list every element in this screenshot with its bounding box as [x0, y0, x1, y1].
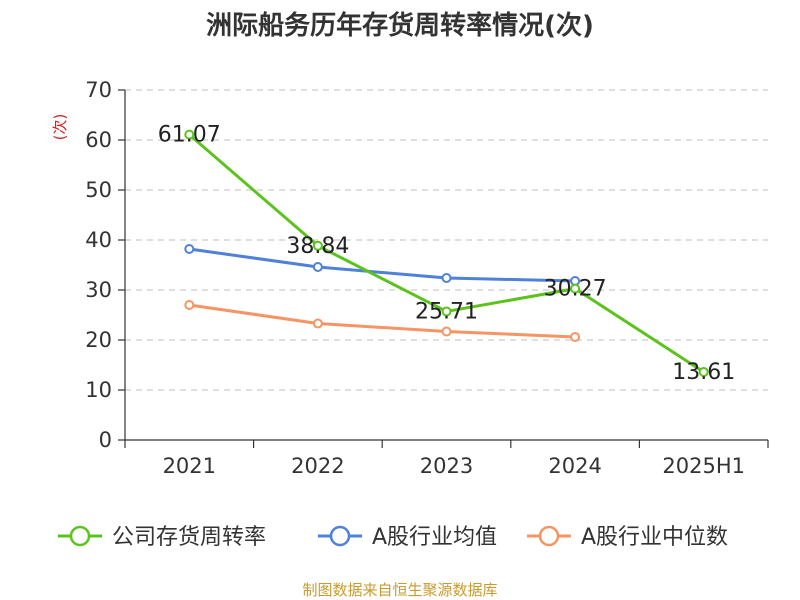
y-tick-label: 10	[85, 378, 112, 402]
legend-item[interactable]: A股行业中位数	[527, 525, 728, 550]
data-point	[184, 244, 195, 254]
y-tick-label: 50	[85, 178, 112, 202]
x-tick-label: 2025H1	[662, 454, 745, 478]
series-line	[189, 247, 576, 283]
x-tick-label: 2023	[420, 454, 473, 478]
legend-marker	[329, 525, 351, 547]
source-note: 制图数据来自恒生聚源数据库	[302, 581, 497, 599]
legend: 公司存货周转率 A股行业均值 A股行业中位数	[58, 525, 728, 550]
data-point	[184, 300, 195, 310]
legend-marker	[538, 525, 560, 547]
y-tick-label: 60	[85, 128, 112, 152]
chart-title: 洲际船务历年存货周转率情况(次)	[206, 10, 594, 41]
axes: 0 10 20 30 40 50 60 70 2021 2022 2023 2024 2025H1	[85, 78, 769, 478]
data-point	[698, 366, 709, 377]
data-point	[312, 318, 323, 329]
data-point	[312, 240, 323, 251]
y-tick-label: 0	[99, 428, 112, 452]
series-lines	[184, 129, 709, 377]
data-labels: 61.07 38.84 25.71 30.27 13.61	[158, 123, 735, 385]
y-tick-label: 40	[85, 228, 112, 252]
data-label: 30.27	[544, 277, 607, 302]
data-label: 25.71	[415, 299, 478, 324]
series-line	[189, 303, 576, 339]
data-point	[441, 273, 452, 283]
x-tick-label: 2022	[291, 454, 344, 478]
data-point	[441, 306, 452, 317]
data-point	[312, 262, 323, 272]
data-label: 13.61	[672, 360, 735, 385]
legend-item[interactable]: 公司存货周转率	[58, 525, 266, 550]
x-tick-label: 2021	[163, 454, 216, 478]
data-point	[570, 332, 581, 342]
legend-label: A股行业均值	[372, 525, 497, 550]
data-point	[184, 129, 195, 140]
legend-marker	[69, 525, 91, 547]
grid-lines	[125, 89, 768, 391]
legend-label: 公司存货周转率	[112, 525, 266, 550]
x-tick-label: 2024	[548, 454, 601, 478]
data-label: 38.84	[286, 234, 349, 259]
legend-label: A股行业中位数	[581, 525, 728, 550]
y-tick-label: 70	[85, 78, 112, 102]
data-label: 61.07	[158, 123, 221, 148]
y-tick-label: 20	[85, 328, 112, 352]
data-point	[570, 283, 581, 294]
data-point	[441, 326, 452, 337]
y-tick-label: 30	[85, 278, 112, 302]
y-axis-unit: (次)	[51, 114, 69, 141]
legend-item[interactable]: A股行业均值	[318, 525, 497, 550]
